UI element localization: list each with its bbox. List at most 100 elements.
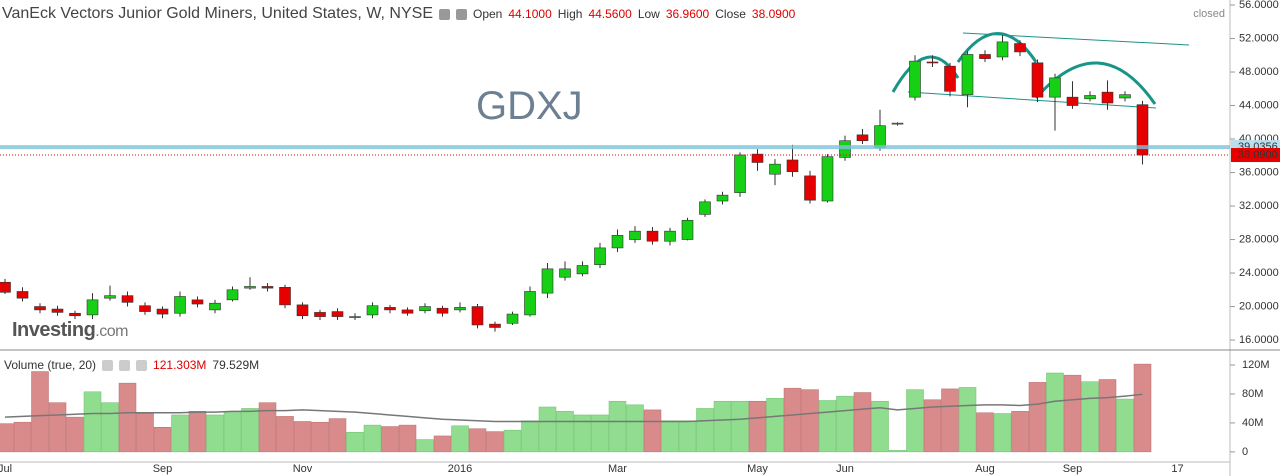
- logo-suffix: .com: [95, 323, 128, 340]
- candle-body: [1066, 96, 1079, 106]
- x-tick-label: Mar: [608, 463, 627, 475]
- candle-body: [296, 304, 309, 317]
- candle-body: [384, 307, 396, 311]
- volume-bar: [801, 389, 819, 453]
- y-tick-label: 24.0000: [1239, 267, 1279, 279]
- volume-bar: [521, 420, 539, 453]
- volume-bar: [626, 404, 644, 453]
- volume-bar: [591, 414, 609, 453]
- volume-bar: [136, 413, 154, 453]
- volume-bar: [573, 414, 592, 453]
- value: 36.9600: [665, 7, 710, 21]
- y-tick-label: 36.0000: [1239, 166, 1279, 178]
- logo: Investing.com: [12, 319, 128, 342]
- icon[interactable]: [119, 359, 131, 371]
- y-tick-label: 44.0000: [1239, 99, 1279, 111]
- volume-bar: [433, 435, 452, 453]
- y-tick-label: 80M: [1242, 388, 1263, 400]
- y-tick-label: 40M: [1242, 417, 1263, 429]
- candle-body: [1136, 104, 1149, 156]
- x-tick-label: 2016: [448, 463, 472, 475]
- candle-body: [874, 125, 886, 148]
- y-tick-label: 120M: [1242, 359, 1270, 371]
- candle-body: [261, 286, 274, 289]
- candle-body: [121, 295, 134, 303]
- icon[interactable]: [102, 359, 114, 371]
- volume-bar: [0, 423, 14, 453]
- icon[interactable]: [439, 8, 450, 20]
- candle-body: [681, 219, 694, 240]
- price-tag-label: 38.0900: [1238, 149, 1278, 161]
- volume-bar: [923, 399, 942, 453]
- volume-bar: [906, 389, 924, 453]
- candle-body: [646, 230, 659, 242]
- candle-body: [436, 307, 449, 314]
- candle-body: [86, 299, 99, 316]
- x-tick-label: Nov: [293, 463, 313, 475]
- volume-bar: [836, 395, 854, 453]
- candle-body: [139, 305, 151, 312]
- volume-bar: [311, 421, 329, 453]
- volume-bar: [398, 424, 417, 453]
- volume-bar: [976, 412, 994, 453]
- y-tick-label: 48.0000: [1239, 66, 1279, 78]
- candle-body: [401, 309, 414, 314]
- volume-bar: [486, 431, 504, 453]
- status: closed: [1193, 8, 1225, 20]
- volume-bar: [293, 421, 312, 453]
- candle-body: [821, 156, 834, 202]
- volume-bar: [1116, 398, 1134, 453]
- volume-bar: [783, 387, 802, 453]
- candle-body: [629, 230, 641, 240]
- candle-body: [996, 41, 1009, 58]
- candle-body: [926, 61, 939, 64]
- volume-bar: [206, 414, 224, 453]
- candle-body: [734, 154, 746, 193]
- volume-bar: [451, 425, 469, 453]
- volume-bar: [888, 450, 907, 453]
- candle-body: [0, 281, 11, 293]
- volume-bar: [993, 413, 1012, 453]
- volume-bar: [1081, 381, 1099, 453]
- x-tick-label: Jun: [836, 463, 854, 475]
- watermark: GDXJ: [476, 84, 583, 128]
- candle-body: [226, 289, 239, 301]
- volume-bar: [941, 388, 959, 453]
- icon[interactable]: [136, 359, 148, 371]
- candle-body: [716, 194, 729, 202]
- volume-bar: [416, 439, 434, 453]
- candle-body: [576, 265, 589, 275]
- volume-header: Volume (true, 20) 121.303M 79.529M: [4, 358, 259, 372]
- volume-bar: [1063, 374, 1082, 453]
- volume-bar: [363, 424, 382, 453]
- volume-bar: [276, 416, 294, 453]
- candle-body: [541, 268, 554, 294]
- candle-body: [769, 163, 781, 175]
- candle-body: [16, 291, 29, 299]
- volume-ma: 79.529M: [212, 358, 260, 372]
- candle-body: [1014, 43, 1026, 53]
- volume-bar: [1133, 363, 1152, 453]
- volume-ma-line: [4, 393, 1143, 423]
- volume-bar: [696, 408, 714, 453]
- value: 44.1000: [508, 7, 552, 21]
- candle-body: [804, 175, 816, 201]
- icon[interactable]: [456, 8, 467, 20]
- volume-bar: [66, 416, 84, 453]
- candle-body: [209, 302, 221, 311]
- candle-body: [594, 247, 606, 265]
- logo-main: Investing: [12, 319, 96, 341]
- y-tick-label: 20.0000: [1239, 300, 1279, 312]
- candle-body: [559, 268, 571, 278]
- candle-body: [156, 308, 169, 315]
- candle-body: [454, 307, 466, 311]
- label: High: [557, 7, 583, 21]
- x-tick-label: Sep: [1063, 463, 1083, 475]
- volume-bar: [101, 402, 119, 453]
- volume-bar: [188, 411, 207, 453]
- candle-body: [279, 286, 291, 306]
- volume-bar: [346, 432, 364, 453]
- volume-bar: [678, 420, 697, 453]
- candle-body: [1049, 77, 1061, 98]
